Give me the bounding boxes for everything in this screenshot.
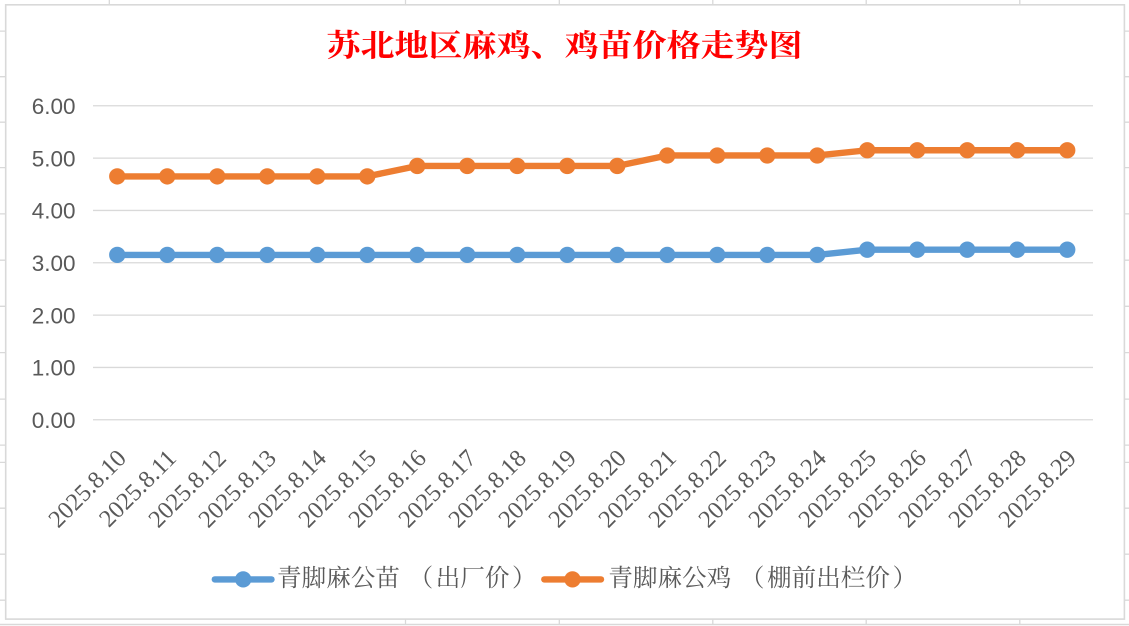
svg-text:0.00: 0.00 (32, 408, 76, 433)
svg-text:5.00: 5.00 (32, 146, 76, 171)
svg-text:3.00: 3.00 (32, 251, 76, 276)
svg-text:4.00: 4.00 (32, 199, 76, 224)
svg-text:6.00: 6.00 (32, 94, 76, 119)
svg-text:1.00: 1.00 (32, 356, 76, 381)
svg-text:2.00: 2.00 (32, 303, 76, 328)
